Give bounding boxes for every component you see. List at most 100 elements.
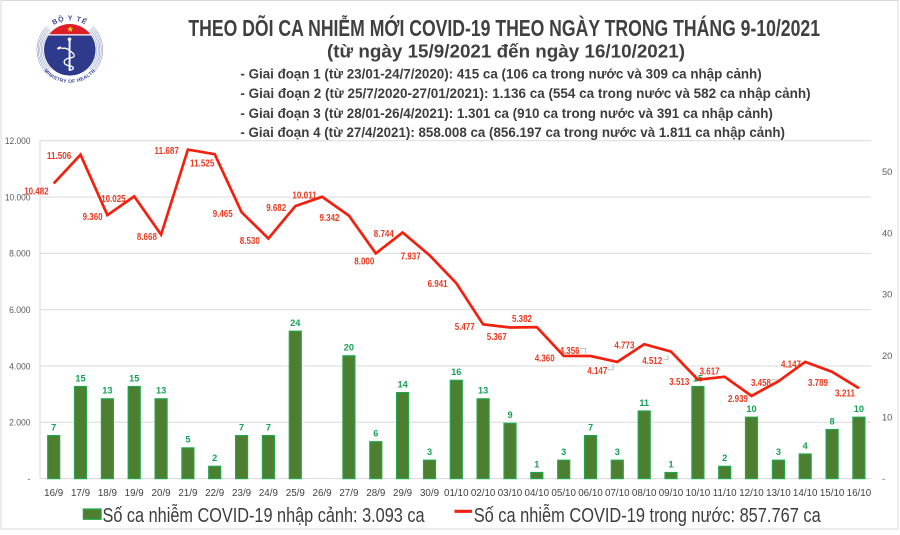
svg-text:3.513: 3.513 [669,377,689,388]
svg-text:7.937: 7.937 [401,252,421,263]
svg-text:4: 4 [803,441,809,451]
svg-text:3: 3 [427,447,432,457]
svg-text:3: 3 [561,447,566,457]
svg-text:15: 15 [129,373,139,383]
svg-text:4.147: 4.147 [781,360,801,371]
svg-text:15/10: 15/10 [820,488,845,499]
svg-text:1: 1 [534,459,539,469]
svg-text:9.465: 9.465 [213,209,233,220]
svg-text:27/9: 27/9 [339,488,358,499]
svg-text:08/10: 08/10 [632,488,657,499]
svg-text:13: 13 [102,386,112,396]
svg-text:24/9: 24/9 [259,488,278,499]
svg-text:05/10: 05/10 [551,488,576,499]
svg-text:- Giai đoạn 4 (từ 27/4/2021):: - Giai đoạn 4 (từ 27/4/2021): 858.008 ca… [240,124,785,140]
svg-text:20: 20 [344,343,354,353]
svg-text:1: 1 [668,459,673,469]
svg-text:12/10: 12/10 [739,488,764,499]
svg-text:-: - [882,474,885,484]
svg-text:- Giai đoạn 2 (từ 25/7/2020-27: - Giai đoạn 2 (từ 25/7/2020-27/01/2021):… [240,85,810,101]
svg-text:10: 10 [854,404,864,414]
svg-text:6: 6 [373,429,378,439]
svg-text:02/10: 02/10 [471,488,496,499]
svg-text:14: 14 [397,379,408,389]
svg-text:25/9: 25/9 [286,488,305,499]
svg-text:9.682: 9.682 [266,203,286,214]
svg-text:THEO DÕI CA NHIỄM MỚI COVID-19: THEO DÕI CA NHIỄM MỚI COVID-19 THEO NGÀY… [188,13,820,41]
svg-text:50: 50 [882,167,892,177]
svg-text:13: 13 [156,386,166,396]
svg-text:23/9: 23/9 [232,488,251,499]
svg-text:22/9: 22/9 [205,488,224,499]
svg-text:9.360: 9.360 [83,212,103,223]
svg-text:8: 8 [830,416,835,426]
svg-text:3.458: 3.458 [751,378,771,389]
svg-text:3: 3 [615,447,620,457]
svg-text:Số ca nhiễm COVID-19 nhập cảnh: Số ca nhiễm COVID-19 nhập cảnh: 3.093 ca [103,504,425,527]
svg-text:7: 7 [51,422,56,432]
svg-text:06/10: 06/10 [578,488,603,499]
svg-text:4.147: 4.147 [587,366,607,377]
svg-text:10: 10 [746,404,756,414]
svg-text:2: 2 [212,453,217,463]
svg-text:8.744: 8.744 [374,229,394,240]
svg-text:Số ca nhiễm COVID-19 trong nướ: Số ca nhiễm COVID-19 trong nước: 857.767… [474,504,821,527]
svg-text:26/9: 26/9 [313,488,332,499]
svg-text:11.687: 11.687 [155,146,180,157]
svg-text:03/10: 03/10 [498,488,523,499]
svg-text:16/10: 16/10 [847,488,872,499]
svg-text:30/9: 30/9 [420,488,439,499]
svg-text:4.356: 4.356 [560,346,580,357]
svg-text:11/10: 11/10 [713,488,737,499]
svg-text:10: 10 [882,413,892,423]
svg-text:10.000: 10.000 [5,192,31,202]
svg-text:17/9: 17/9 [71,488,90,499]
svg-text:4.000: 4.000 [9,361,30,371]
svg-text:13: 13 [478,386,488,396]
svg-text:- Giai đoạn 1 (từ 23/01-24/7/2: - Giai đoạn 1 (từ 23/01-24/7/2020): 415 … [240,66,761,82]
svg-text:10.011: 10.011 [292,191,317,202]
svg-text:28/9: 28/9 [366,488,385,499]
svg-text:8.000: 8.000 [354,256,374,267]
svg-text:10.025: 10.025 [101,194,126,205]
svg-text:6.941: 6.941 [428,279,448,290]
svg-text:15: 15 [75,373,85,383]
svg-text:4.360: 4.360 [535,354,555,365]
svg-text:3.211: 3.211 [835,389,855,400]
svg-text:5.382: 5.382 [512,314,532,325]
svg-text:20/9: 20/9 [152,488,171,499]
svg-text:01/10: 01/10 [444,488,469,499]
svg-text:19/9: 19/9 [125,488,144,499]
svg-text:24: 24 [290,318,301,328]
svg-text:- Giai đoạn 3 (từ 28/01-26/4/2: - Giai đoạn 3 (từ 28/01-26/4/2021): 1.30… [240,105,773,121]
svg-text:BỘ Y TẾ: BỘ Y TẾ [51,14,89,27]
svg-text:8.530: 8.530 [240,236,260,247]
svg-text:16/9: 16/9 [44,488,63,499]
svg-text:2.000: 2.000 [9,418,30,428]
svg-text:30: 30 [882,290,892,300]
svg-text:14/10: 14/10 [793,488,818,499]
svg-text:3: 3 [776,447,781,457]
svg-text:3.789: 3.789 [808,378,828,389]
svg-text:09/10: 09/10 [659,488,684,499]
svg-text:(từ ngày 15/9/2021 đến ngày 16: (từ ngày 15/9/2021 đến ngày 16/10/2021) [327,42,685,62]
svg-text:20: 20 [882,351,892,361]
svg-text:6.000: 6.000 [9,305,30,315]
svg-text:16: 16 [451,367,461,377]
svg-text:8.000: 8.000 [9,249,30,259]
svg-text:10.482: 10.482 [24,186,49,197]
svg-text:2.939: 2.939 [728,394,748,405]
svg-text:4.512: 4.512 [642,356,662,367]
svg-text:5: 5 [185,435,190,445]
svg-text:7: 7 [239,422,244,432]
svg-text:3.617: 3.617 [700,366,720,377]
svg-text:04/10: 04/10 [525,488,550,499]
svg-text:10/10: 10/10 [686,488,711,499]
svg-text:11: 11 [639,398,649,408]
svg-text:4.773: 4.773 [614,341,634,352]
svg-text:5.367: 5.367 [487,332,507,343]
svg-text:40: 40 [882,228,892,238]
svg-text:21/9: 21/9 [178,488,197,499]
svg-text:11.525: 11.525 [190,159,215,170]
svg-text:29/9: 29/9 [393,488,412,499]
